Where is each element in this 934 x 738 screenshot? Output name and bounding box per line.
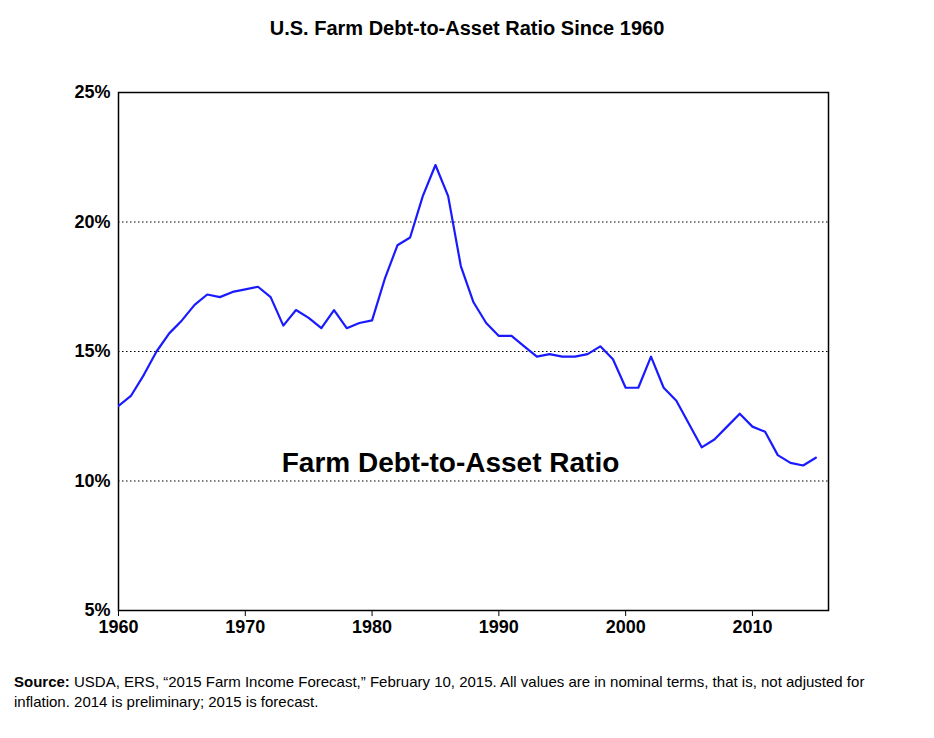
- svg-text:10%: 10%: [74, 471, 110, 491]
- svg-text:1960: 1960: [98, 617, 138, 637]
- svg-text:1980: 1980: [352, 617, 392, 637]
- svg-text:1970: 1970: [225, 617, 265, 637]
- html-text:U.S. Farm Debt-to-Asset Ratio: U.S. Farm Debt-to-Asset Ratio Since 1960: [269, 17, 665, 39]
- svg-text:15%: 15%: [74, 341, 110, 361]
- svg-text:1990: 1990: [479, 617, 519, 637]
- svg-text:20%: 20%: [74, 212, 110, 232]
- svg-text:Farm Debt-to-Asset Ratio: Farm Debt-to-Asset Ratio: [282, 447, 620, 478]
- svg-text:25%: 25%: [74, 82, 110, 102]
- svg-text:5%: 5%: [84, 600, 111, 621]
- svg-text:2000: 2000: [606, 617, 646, 637]
- svg-text:2010: 2010: [732, 617, 772, 637]
- html-text:Source: USDA, ERS, “2015 Farm: Source: USDA, ERS, “2015 Farm Income For…: [14, 673, 865, 710]
